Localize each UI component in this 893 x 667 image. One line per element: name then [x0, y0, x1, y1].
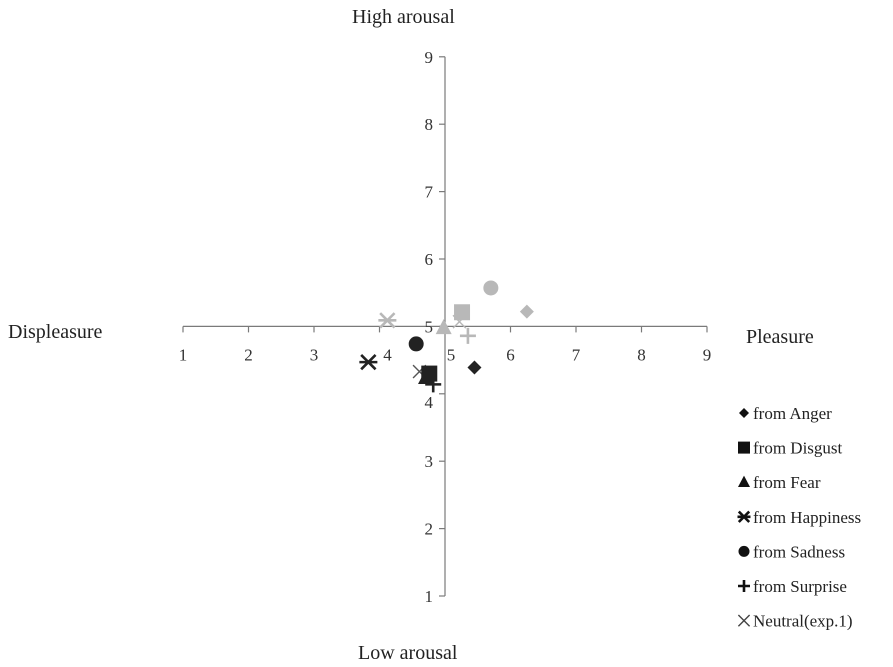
x-tick-label: 9: [703, 345, 712, 364]
x-tick-label: 1: [179, 345, 188, 364]
legend-marker: [737, 510, 751, 523]
data-point-from-anger-2: [519, 304, 534, 319]
legend-label: Neutral(exp.1): [753, 612, 853, 631]
data-point-from-happiness-2: [378, 312, 397, 329]
x-axis-right-label: Pleasure: [746, 326, 814, 348]
data-points: [359, 280, 534, 393]
x-tick-label: 6: [506, 345, 515, 364]
y-tick-label: 4: [425, 393, 434, 412]
x-tick-label: 2: [244, 345, 253, 364]
y-axis-top-label: High arousal: [352, 6, 455, 28]
y-tick-label: 8: [425, 115, 434, 134]
y-tick-label: 5: [425, 317, 434, 336]
x-tick-label: 5: [447, 345, 456, 364]
legend-marker: [738, 475, 750, 487]
legend-label: from Happiness: [753, 508, 861, 527]
legend-label: from Fear: [753, 473, 821, 492]
data-point-from-disgust-2: [454, 304, 471, 321]
x-tick-label: 8: [637, 345, 646, 364]
y-tick-label: 9: [425, 48, 434, 67]
legend: from Anger from Disgust from Fear from Happ…: [737, 404, 861, 631]
y-axis-bottom-label: Low arousal: [358, 642, 458, 664]
data-point-from-fear-2: [435, 318, 452, 335]
legend-marker: [738, 441, 750, 454]
data-point-from-anger-1: [467, 360, 482, 375]
x-tick-label: 7: [572, 345, 581, 364]
legend-marker: [738, 545, 750, 557]
x-tick-label: 3: [310, 345, 319, 364]
data-point-from-happiness-1: [359, 354, 378, 371]
legend-label: from Anger: [753, 404, 832, 423]
legend-label: from Surprise: [753, 577, 847, 596]
y-tick-label: 7: [425, 183, 434, 202]
x-tick-label: 4: [383, 345, 392, 364]
legend-label: from Disgust: [753, 439, 843, 458]
legend-marker: [739, 408, 749, 418]
x-axis-left-label: Displeasure: [8, 321, 103, 343]
y-tick-label: 2: [425, 520, 434, 539]
data-point-from-sadness-2: [483, 280, 499, 296]
y-tick-label: 1: [425, 587, 434, 606]
data-point-from-disgust-1: [421, 365, 438, 382]
legend-marker: [737, 614, 751, 627]
legend-marker: [738, 580, 750, 592]
y-tick-label: 6: [425, 250, 434, 269]
data-point-from-surprise-2: [459, 327, 476, 344]
legend-label: from Sadness: [753, 542, 845, 561]
axes: 1 2 3 4 5 6 7 8 9 1 2 3 4 5 6 7 8 9: [179, 48, 712, 606]
data-point-from-sadness-1: [408, 336, 424, 352]
y-tick-label: 3: [425, 452, 434, 471]
